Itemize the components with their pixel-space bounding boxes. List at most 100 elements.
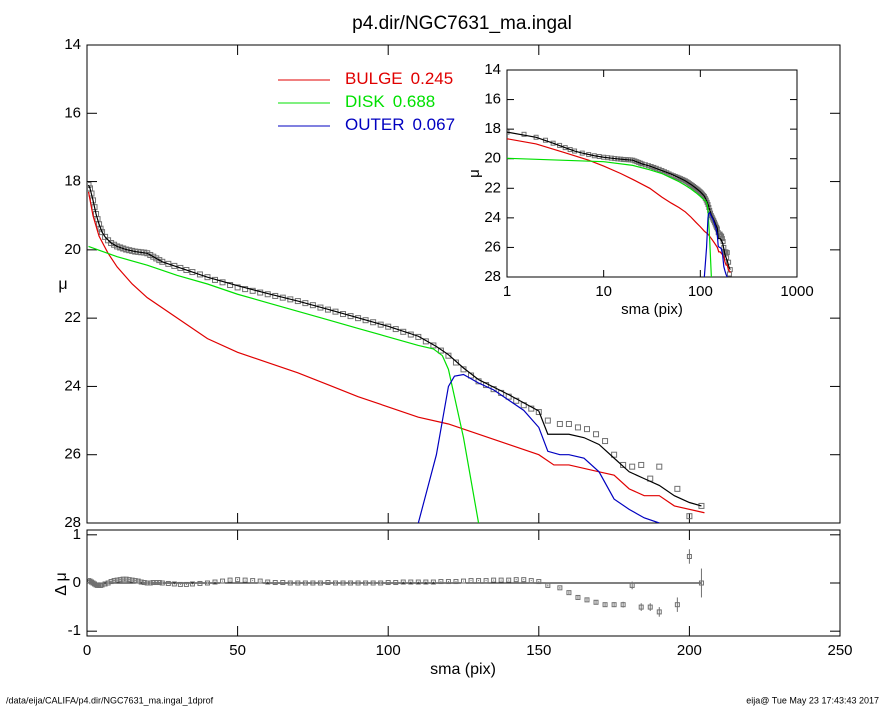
data-point — [153, 255, 160, 262]
residual-point — [310, 580, 316, 586]
residual-point — [453, 579, 459, 585]
legend-fraction: 0.245 — [411, 69, 454, 88]
y-tick-label: 24 — [484, 209, 501, 226]
residual-point — [177, 581, 183, 587]
residual-point — [620, 602, 626, 608]
residual-point — [656, 609, 662, 615]
residual-point — [415, 579, 421, 585]
residual-point — [638, 604, 644, 610]
residual-point — [348, 580, 354, 586]
residual-point — [171, 581, 177, 587]
x-tick-label: 10 — [595, 283, 612, 300]
residual-point — [385, 580, 391, 586]
y-tick-label: 0 — [73, 574, 81, 591]
y-tick-label: 16 — [64, 104, 81, 121]
data-point — [544, 417, 551, 424]
residual-point — [674, 602, 680, 608]
data-point — [242, 286, 249, 293]
residual-point — [370, 580, 376, 586]
residual-point — [147, 580, 153, 586]
data-point — [171, 262, 178, 269]
data-point — [583, 426, 590, 433]
residual-point — [332, 580, 338, 586]
data-point — [97, 225, 104, 232]
data-point — [659, 168, 665, 174]
y-tick-label: 26 — [64, 446, 81, 463]
residual-point — [183, 581, 189, 587]
data-point — [724, 250, 730, 256]
series-line — [87, 184, 702, 507]
residual-point — [461, 578, 466, 584]
data-point — [309, 302, 316, 309]
plot-frame — [86, 44, 841, 524]
data-point — [147, 251, 154, 258]
x-tick-label: 250 — [827, 642, 852, 659]
data-point — [189, 269, 196, 276]
residual-point — [513, 577, 519, 583]
residual-point — [144, 580, 150, 586]
y-tick-label: 28 — [484, 268, 501, 285]
legend-name: BULGE — [345, 69, 403, 88]
residual-point — [99, 582, 105, 588]
data-point — [234, 284, 241, 291]
residual-point — [102, 581, 108, 587]
residual-point — [165, 580, 171, 586]
legend-name: OUTER — [345, 115, 405, 134]
residual-point — [506, 577, 512, 583]
x-tick-label: 50 — [229, 642, 246, 659]
x-tick-label: 150 — [526, 642, 551, 659]
y-tick-label: 14 — [64, 36, 81, 53]
legend-name: DISK — [345, 92, 385, 111]
residual-point — [227, 577, 233, 583]
data-point — [535, 409, 542, 416]
data-point — [87, 181, 92, 188]
residual-point — [340, 580, 346, 586]
residual-point — [141, 580, 147, 586]
inset-y-axis-label: μ — [466, 169, 483, 178]
y-tick-label: 20 — [484, 150, 501, 167]
footer-path: /data/eija/CALIFA/p4.dir/NGC7631_ma.inga… — [6, 695, 214, 705]
series-line — [703, 211, 728, 277]
residual-point — [378, 580, 384, 586]
residual-point — [126, 577, 132, 583]
data-point — [638, 461, 645, 468]
data-point — [159, 258, 166, 265]
data-point — [565, 420, 572, 427]
residual-point — [114, 577, 120, 583]
residual-point — [430, 579, 436, 585]
data-point — [593, 431, 600, 438]
inset-background — [507, 70, 797, 277]
series-line — [507, 131, 731, 270]
data-point — [196, 271, 203, 278]
data-point — [117, 244, 124, 251]
residual-point — [197, 580, 203, 586]
data-point — [204, 274, 211, 281]
y-tick-label: 26 — [484, 238, 501, 255]
residual-point — [393, 580, 399, 586]
residual-point — [536, 579, 542, 585]
residual-point — [325, 580, 331, 586]
residual-point — [498, 577, 504, 583]
residual-point — [132, 578, 138, 584]
y-tick-label: 28 — [64, 514, 81, 531]
plot-frame — [506, 69, 798, 278]
residual-point — [129, 577, 135, 583]
residual-point — [468, 578, 474, 584]
data-point — [550, 140, 556, 146]
data-point — [476, 129, 480, 133]
residual-point — [295, 580, 301, 586]
residual-point — [280, 580, 286, 586]
legend-entry: DISK 0.688 — [345, 92, 435, 111]
residual-point — [584, 597, 590, 603]
y-tick-label: -1 — [68, 622, 81, 639]
residual-point — [423, 579, 429, 585]
residual-point — [647, 604, 653, 610]
residual-point — [317, 580, 323, 586]
data-point — [227, 282, 234, 289]
main-panel: 14 16 18 20 22 24 26 28 BULGE 0.245 DISK 0.688 OUTER… — [64, 36, 841, 531]
footer-stamp: eija@ Tue May 23 17:43:43 2017 — [746, 695, 879, 705]
data-point — [574, 424, 581, 431]
data-point — [150, 253, 157, 260]
data-point — [430, 342, 437, 349]
